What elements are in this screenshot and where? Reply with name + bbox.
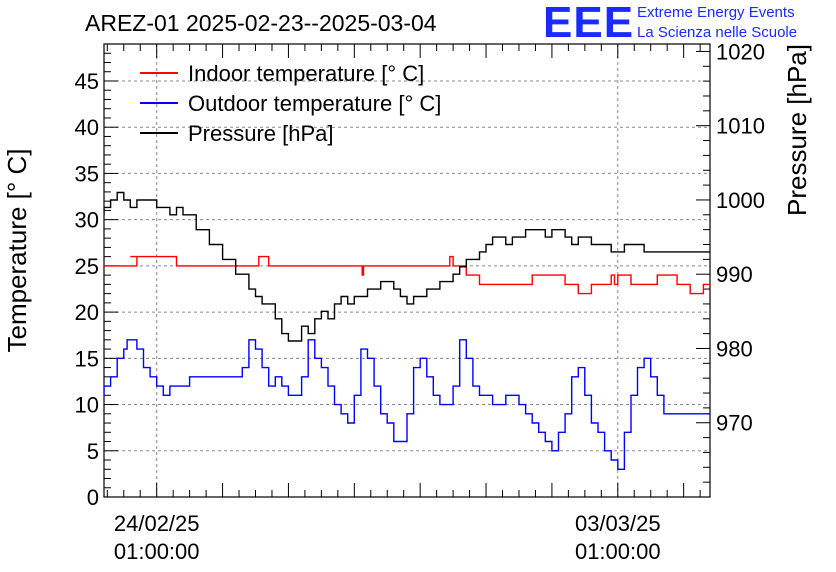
legend-label-0: Indoor temperature [° C]: [188, 61, 424, 86]
legend-label-1: Outdoor temperature [° C]: [188, 91, 441, 116]
y-tick-label: 0: [87, 485, 99, 510]
series-line-1: [104, 339, 710, 470]
y2-tick-label: 1000: [716, 188, 765, 213]
y-tick-label: 30: [75, 208, 99, 233]
y2-axis-title: Pressure [hPa]: [782, 44, 812, 216]
y-tick-label: 40: [75, 115, 99, 140]
y-tick-label: 25: [75, 254, 99, 279]
series-line-0: [104, 255, 710, 295]
y2-tick-label: 1010: [716, 114, 765, 139]
y2-tick-label: 980: [716, 336, 753, 361]
y-tick-label: 45: [75, 69, 99, 94]
legend-label-2: Pressure [hPa]: [188, 121, 334, 146]
logo-line-1: Extreme Energy Events: [637, 4, 795, 21]
y-tick-label: 35: [75, 161, 99, 186]
x-tick-label-date: 24/02/25: [114, 511, 200, 536]
series-group: [104, 191, 710, 470]
series-line-2: [104, 191, 710, 342]
chart-title: AREZ-01 2025-02-23--2025-03-04: [85, 10, 437, 36]
plot-frame: [103, 43, 711, 498]
y-tick-label: 10: [75, 393, 99, 418]
y-axis-title: Temperature [° C]: [2, 148, 32, 352]
eee-logo: EEE: [543, 0, 635, 47]
y2-tick-label: 1020: [716, 39, 765, 64]
y2-tick-label: 970: [716, 411, 753, 436]
y-tick-label: 5: [87, 439, 99, 464]
y2-tick-label: 990: [716, 262, 753, 287]
y-tick-label: 20: [75, 300, 99, 325]
x-tick-label-date: 03/03/25: [575, 511, 661, 536]
x-tick-label-time: 01:00:00: [114, 539, 200, 564]
x-tick-label-time: 01:00:00: [575, 539, 661, 564]
logo-line-2: La Scienza nelle Scuole: [637, 24, 798, 41]
y-tick-label: 15: [75, 346, 99, 371]
